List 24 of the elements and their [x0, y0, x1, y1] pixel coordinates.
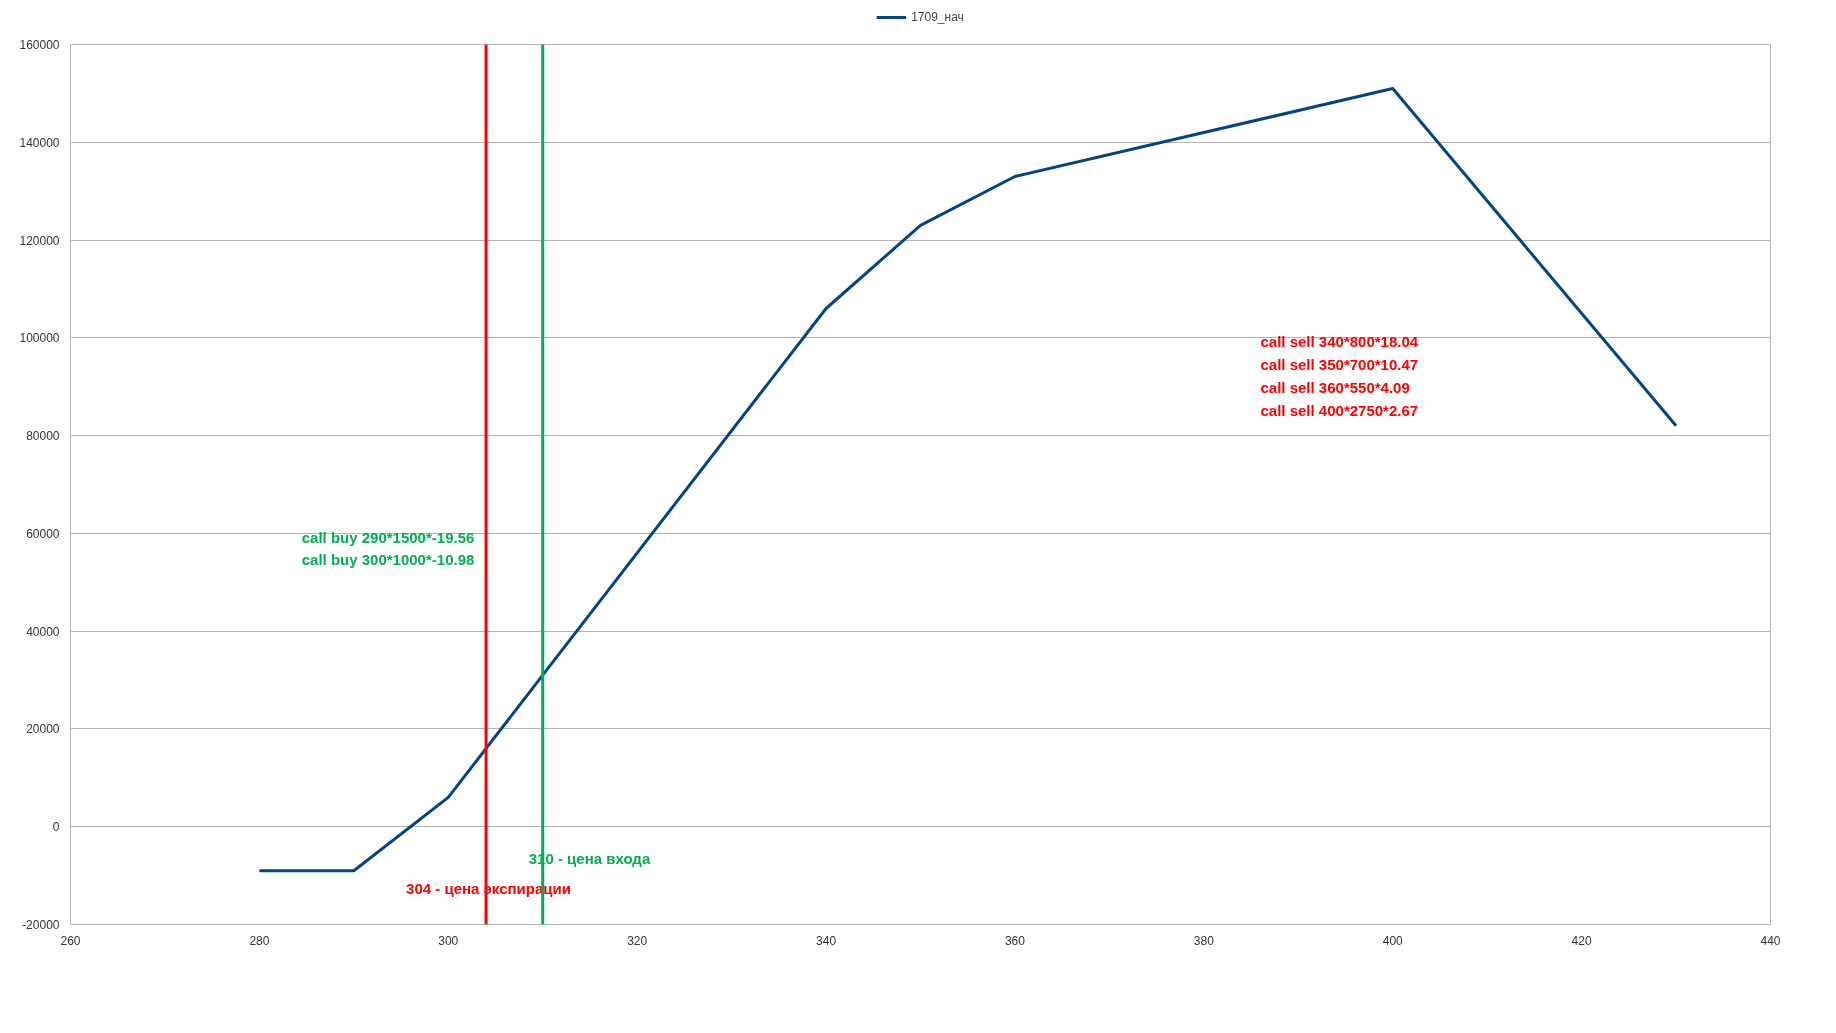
x-tick-label: 380 — [1193, 933, 1215, 948]
x-tick-label: 260 — [60, 933, 81, 948]
y-tick-label: 60000 — [26, 526, 60, 541]
y-tick-label: 120000 — [19, 233, 60, 248]
y-tick-label: 140000 — [19, 135, 60, 150]
legend-label: 1709_нач — [911, 10, 964, 24]
y-tick-label: -20000 — [22, 918, 60, 932]
line-series — [257, 87, 1678, 873]
y-tick-label: 100000 — [19, 331, 60, 346]
x-tick-label: 360 — [1004, 933, 1026, 948]
x-tick-label: 280 — [249, 933, 270, 948]
y-tick-label: 20000 — [26, 722, 60, 737]
x-tick-label: 420 — [1571, 933, 1592, 948]
annotation: call buy 290*1500*-19.56 call buy 300*1000*-10.98 — [301, 528, 475, 569]
x-tick-label: 340 — [816, 933, 837, 948]
y-tick-label: 40000 — [26, 624, 60, 639]
x-tick-label: 440 — [1760, 933, 1781, 948]
y-tick-label: 80000 — [26, 429, 60, 444]
y-tick-label: 160000 — [19, 38, 60, 52]
x-tick-label: 400 — [1382, 933, 1404, 948]
x-tick-label: 300 — [438, 933, 459, 948]
y-tick-label: 0 — [52, 820, 60, 835]
annotation: call sell 340*800*18.04 call sell 350*700*10.47 call sell 360*550*4.09 call sell 400*2750*2.67 — [1260, 333, 1419, 419]
x-tick-label: 320 — [627, 933, 648, 948]
